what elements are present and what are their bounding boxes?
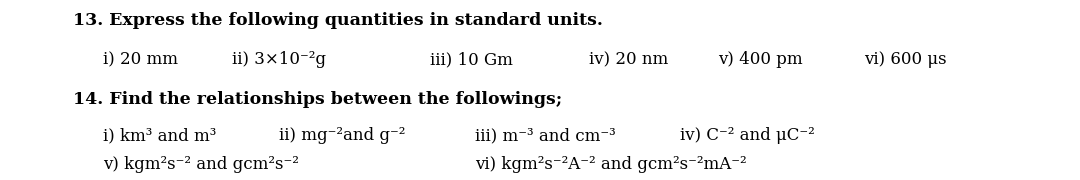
Text: iii) 10 Gm: iii) 10 Gm bbox=[430, 51, 513, 68]
Text: iii) m⁻³ and cm⁻³: iii) m⁻³ and cm⁻³ bbox=[475, 127, 616, 144]
Text: ii) mg⁻²and g⁻²: ii) mg⁻²and g⁻² bbox=[279, 127, 405, 144]
Text: i) km³ and m³: i) km³ and m³ bbox=[103, 127, 216, 144]
Text: 14. Find the relationships between the followings;: 14. Find the relationships between the f… bbox=[73, 91, 563, 108]
Text: vi) 600 μs: vi) 600 μs bbox=[864, 51, 947, 68]
Text: iv) C⁻² and μC⁻²: iv) C⁻² and μC⁻² bbox=[680, 127, 815, 144]
Text: v) 400 pm: v) 400 pm bbox=[718, 51, 802, 68]
Text: ii) 3×10⁻²g: ii) 3×10⁻²g bbox=[232, 51, 326, 68]
Text: i) 20 mm: i) 20 mm bbox=[103, 51, 177, 68]
Text: vi) kgm²s⁻²A⁻² and gcm²s⁻²mA⁻²: vi) kgm²s⁻²A⁻² and gcm²s⁻²mA⁻² bbox=[475, 156, 747, 173]
Text: 13. Express the following quantities in standard units.: 13. Express the following quantities in … bbox=[73, 12, 604, 29]
Text: v) kgm²s⁻² and gcm²s⁻²: v) kgm²s⁻² and gcm²s⁻² bbox=[103, 156, 298, 173]
Text: iv) 20 nm: iv) 20 nm bbox=[589, 51, 667, 68]
